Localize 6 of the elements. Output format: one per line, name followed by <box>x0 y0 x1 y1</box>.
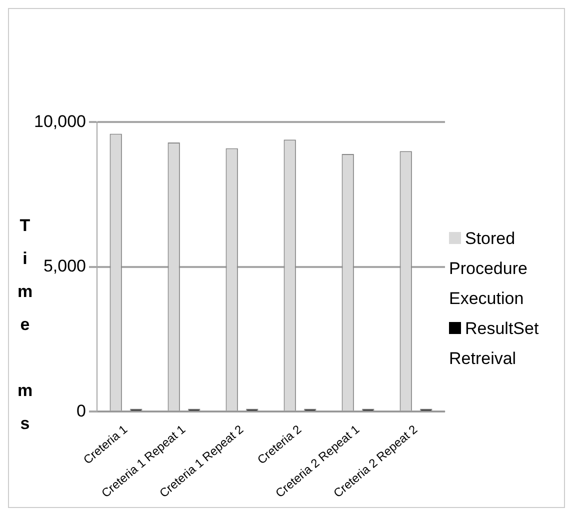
y-tick-label: 5,000 <box>43 256 86 276</box>
y-tick-label: 0 <box>76 401 86 420</box>
y-tick-label: 10,000 <box>34 112 86 131</box>
legend-label: Stored Procedure Execution <box>449 228 528 310</box>
text: Time ms <box>17 216 33 433</box>
legend-label: ResultSet Retreival <box>449 318 540 370</box>
